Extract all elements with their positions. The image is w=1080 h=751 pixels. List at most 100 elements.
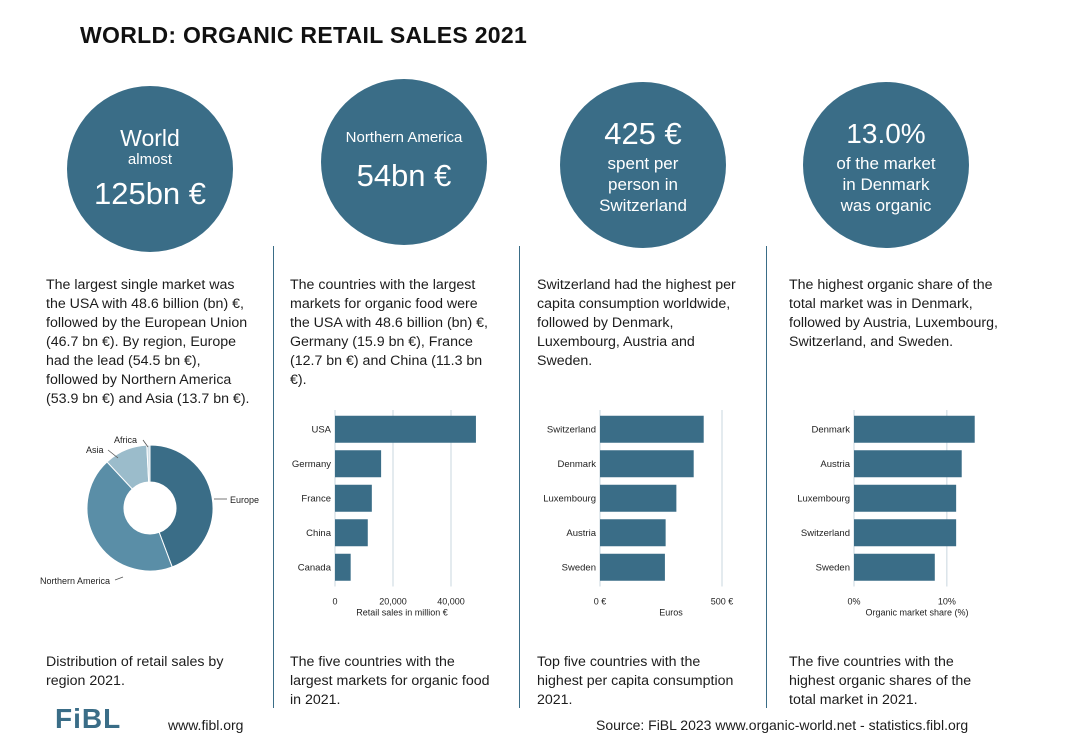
na-circle-value: 54bn € [356, 158, 452, 193]
para-line: (12.7 bn €) and China (11.3 bn [290, 353, 483, 369]
tick-label: 0% [847, 597, 860, 607]
region-donut-chart: Europe Northern America Asia Africa [40, 435, 259, 586]
caption-line: highest per capita consumption [537, 673, 734, 689]
donut-caption: Distribution of retail sales by region 2… [46, 653, 278, 691]
caption-line: region 2021. [46, 673, 125, 689]
dk-circle-line4: was organic [840, 195, 932, 215]
para-line: The largest single market was [46, 277, 235, 293]
category-label: Switzerland [547, 424, 596, 435]
bar-luxembourg [600, 484, 677, 512]
donut-leader-line [107, 449, 119, 459]
ch-circle-line2: spent per [607, 153, 679, 173]
source-text: Source: FiBL 2023 www.organic-world.net … [596, 717, 969, 733]
donut-label: Africa [114, 435, 137, 445]
dk-circle-value: 13.0% [846, 117, 926, 149]
caption-line: 2021. [537, 692, 573, 708]
countries-paragraph: The countries with the largest markets f… [290, 276, 522, 390]
para-line: €). [290, 372, 307, 388]
category-label: Austria [566, 528, 596, 539]
para-line: (46.7 bn €). By region, Europe [46, 334, 237, 350]
divider-3 [766, 246, 767, 708]
per-capita-paragraph: Switzerland had the highest per capita c… [537, 276, 769, 371]
page-title: WORLD: ORGANIC RETAIL SALES 2021 [80, 22, 528, 48]
para-line: (53.9 bn €) and Asia (13.7 bn €). [46, 391, 250, 407]
per-capita-caption: Top five countries with the highest per … [537, 653, 769, 710]
caption-line: Top five countries with the [537, 654, 701, 670]
caption-line: The five countries with the [290, 654, 455, 670]
share-caption: The five countries with the highest orga… [789, 653, 1021, 710]
world-paragraph: The largest single market was the USA wi… [46, 276, 278, 409]
caption-line: Distribution of retail sales by [46, 654, 224, 670]
tick-label: 0 [332, 597, 337, 607]
ch-circle-line4: Switzerland [599, 195, 687, 215]
donut-slice-africa [146, 444, 151, 483]
tick-label: 0 € [594, 597, 607, 607]
bar-austria [600, 519, 666, 547]
bar-austria [854, 450, 962, 478]
per-capita-bar-chart: Switzerland Denmark Luxembourg Austria Swede… [543, 410, 734, 618]
category-label: Switzerland [801, 528, 850, 539]
category-label: Denmark [557, 459, 596, 470]
category-label: USA [311, 424, 331, 435]
category-label: Luxembourg [797, 493, 850, 504]
world-circle: World almost 125bn € [67, 86, 233, 252]
caption-line: The five countries with the [789, 654, 954, 670]
category-label: China [306, 528, 332, 539]
category-label: Sweden [562, 562, 596, 573]
tick-label: 10% [938, 597, 956, 607]
fibl-logo: FiBL [55, 703, 122, 734]
bar-switzerland [600, 415, 704, 443]
para-line: followed by Denmark, [537, 315, 674, 331]
dk-circle-line2: of the market [836, 153, 936, 173]
donut-leader-line [142, 439, 149, 448]
world-circle-value: 125bn € [93, 176, 207, 211]
para-line: Sweden. [537, 353, 593, 369]
bar-luxembourg [854, 484, 957, 512]
category-label: Germany [292, 459, 331, 470]
bar-germany [335, 450, 382, 478]
divider-1 [273, 246, 274, 708]
bar-switzerland [854, 519, 957, 547]
tick-label: 20,000 [379, 597, 407, 607]
para-line: The highest organic share of the [789, 277, 993, 293]
country-sales-bar-chart: USA Germany France China Canada 0 20,000 40,000… [292, 410, 476, 618]
para-line: Luxembourg, Austria and [537, 334, 695, 350]
category-label: Sweden [816, 562, 850, 573]
donut-slice-europe [149, 444, 214, 568]
para-line: followed by Northern America [46, 372, 232, 388]
tick-label: 500 € [711, 597, 734, 607]
sales-caption: The five countries with the largest mark… [290, 653, 522, 710]
para-line: total market was in Denmark, [789, 296, 973, 312]
bar-denmark [854, 415, 975, 443]
donut-label: Northern America [40, 576, 110, 586]
category-label: France [301, 493, 331, 504]
dk-circle-line3: in Denmark [842, 174, 930, 194]
na-circle-label: Northern America [345, 129, 463, 146]
website-link[interactable]: www.fibl.org [168, 717, 244, 733]
donut-label: Asia [86, 445, 104, 455]
organic-share-bar-chart: Denmark Austria Luxembourg Switzerland Swede… [797, 410, 975, 618]
para-line: The countries with the largest [290, 277, 476, 293]
caption-line: highest organic shares of the [789, 673, 972, 689]
ch-circle-value: 425 € [604, 115, 682, 151]
para-line: the USA with 48.6 billion (bn) €, [290, 315, 488, 331]
bar-china [335, 519, 368, 547]
x-axis-label: Euros [659, 608, 683, 618]
switzerland-circle: 425 € spent per person in Switzerland [560, 82, 726, 248]
bar-canada [335, 553, 351, 581]
para-line: markets for organic food were [290, 296, 478, 312]
divider-2 [519, 246, 520, 708]
para-line: followed by Austria, Luxembourg, [789, 315, 998, 331]
caption-line: total market in 2021. [789, 692, 918, 708]
ch-circle-line3: person in [608, 174, 678, 194]
x-axis-label: Retail sales in million € [356, 608, 448, 618]
para-line: Switzerland, and Sweden. [789, 334, 954, 350]
world-circle-qualifier: almost [127, 151, 173, 168]
para-line: the USA with 48.6 billion (bn) €, [46, 296, 244, 312]
share-paragraph: The highest organic share of the total m… [789, 276, 1021, 352]
world-circle-label: World [120, 125, 180, 151]
denmark-circle: 13.0% of the market in Denmark was organ… [803, 82, 969, 248]
northern-america-circle: Northern America 54bn € [321, 79, 487, 245]
bar-usa [335, 415, 476, 443]
para-line: followed by the European Union [46, 315, 248, 331]
